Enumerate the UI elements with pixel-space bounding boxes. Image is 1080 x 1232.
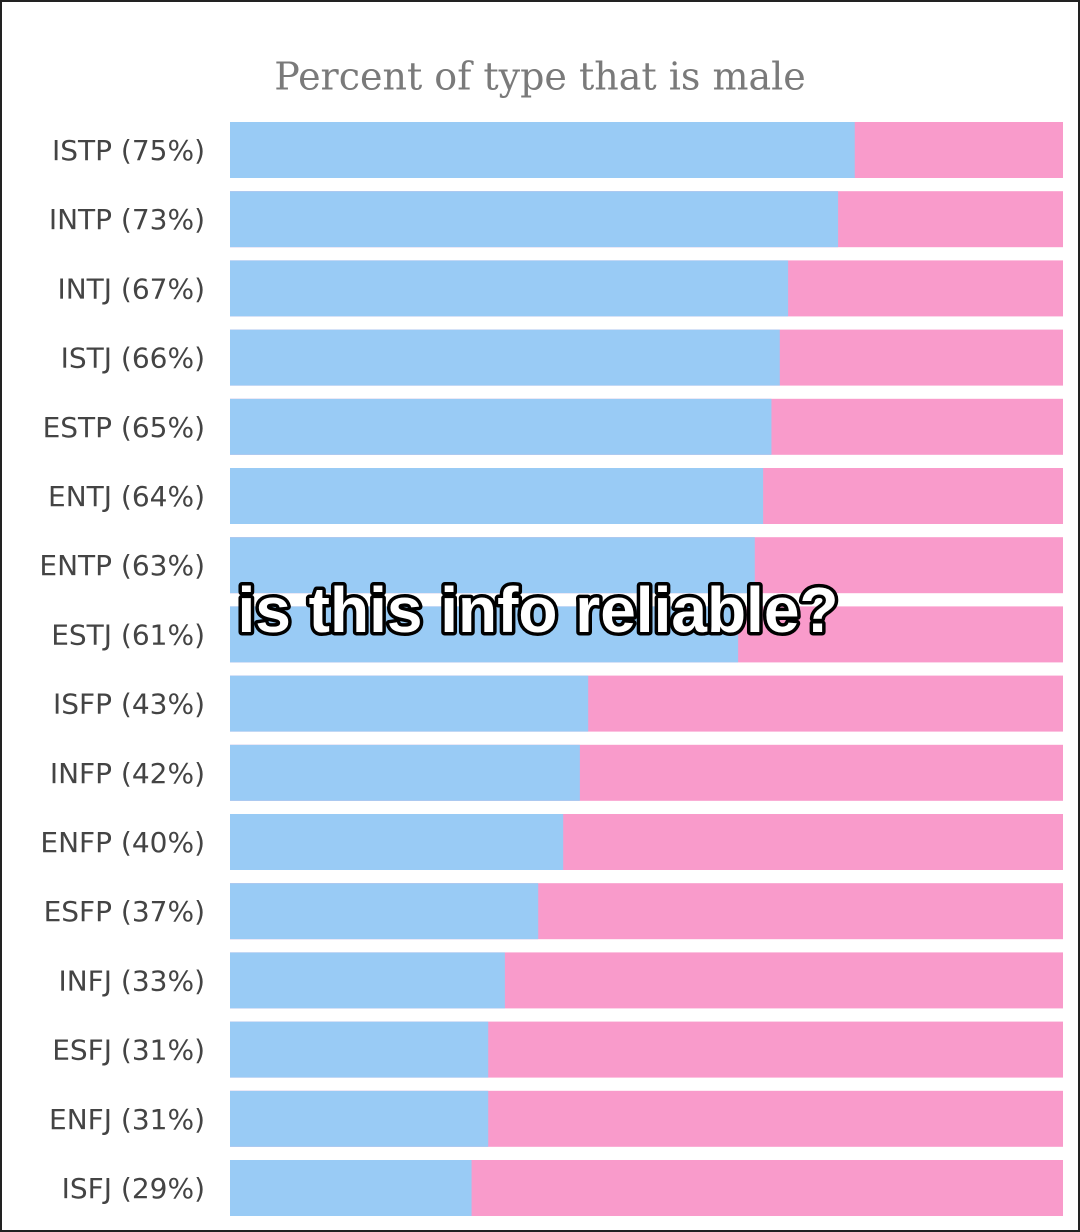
y-tick-label: ESTP (65%) — [43, 411, 205, 444]
y-tick-label: INFJ (33%) — [58, 964, 205, 997]
bar — [230, 744, 580, 801]
y-tick-label: ISTJ (66%) — [61, 342, 205, 375]
y-tick-label: INFP (42%) — [50, 757, 205, 790]
bar — [230, 398, 772, 455]
bar — [230, 1021, 489, 1078]
y-tick-label: INTJ (67%) — [57, 272, 205, 305]
bar — [230, 122, 855, 178]
y-tick-label: ENTP (63%) — [39, 549, 205, 582]
chart-title: Percent of type that is male — [274, 55, 806, 99]
y-tick-label: ENTJ (64%) — [48, 480, 205, 513]
bar — [230, 675, 589, 732]
annotation: is this info reliable? — [238, 574, 839, 646]
y-tick-label: ESTJ (61%) — [51, 618, 205, 651]
bar — [230, 883, 539, 940]
bar — [230, 537, 755, 594]
y-tick-label: ESFJ (31%) — [52, 1034, 205, 1067]
bar — [230, 1160, 472, 1216]
y-tick-label: ISFJ (29%) — [62, 1172, 205, 1205]
bar — [230, 329, 780, 386]
bar — [230, 260, 789, 317]
y-tick-label: ISFP (43%) — [53, 688, 205, 721]
bar — [230, 191, 839, 248]
bar — [230, 814, 564, 870]
y-tick-label: ENFP (40%) — [40, 826, 205, 859]
bar — [230, 1090, 489, 1147]
bar — [230, 952, 505, 1009]
bar — [230, 606, 739, 663]
y-tick-label: ESFP (37%) — [44, 895, 205, 928]
y-tick-label: ENFJ (31%) — [49, 1103, 205, 1136]
y-tick-label: ISTP (75%) — [52, 134, 205, 167]
bar — [230, 468, 764, 524]
y-tick-label: INTP (73%) — [49, 203, 205, 236]
